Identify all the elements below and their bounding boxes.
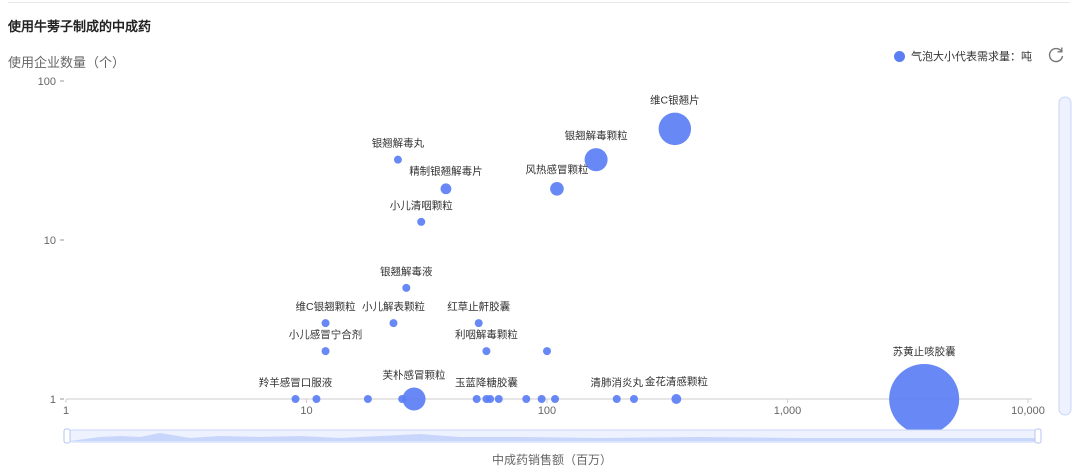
bubble-point[interactable] — [402, 283, 411, 292]
bubble-point[interactable] — [543, 347, 551, 356]
x-tick-label: 1,000 — [774, 405, 802, 417]
bubble-point[interactable] — [440, 183, 452, 195]
bubble-point[interactable] — [671, 394, 682, 404]
x-tick-label: 10,000 — [1011, 405, 1045, 417]
bubble-point[interactable] — [522, 395, 531, 403]
bubble-point[interactable] — [494, 395, 503, 403]
point-label: 风热感冒颗粒 — [525, 163, 588, 176]
point-label: 玉蓝降糖胶囊 — [455, 376, 518, 389]
point-label: 红草止鼾胶囊 — [447, 300, 510, 313]
bubble-point[interactable] — [402, 387, 426, 411]
x-zoom-handle-right[interactable] — [1034, 428, 1042, 444]
bubble-point[interactable] — [474, 319, 483, 328]
point-label: 银翘解毒液 — [380, 265, 433, 278]
top-divider — [8, 2, 1070, 3]
bubble-point[interactable] — [486, 395, 495, 403]
y-zoom-slider[interactable] — [1058, 96, 1072, 416]
point-label: 小儿清咽颗粒 — [390, 199, 453, 212]
bubble-point[interactable] — [321, 347, 330, 356]
point-label: 维C银翘片 — [650, 94, 700, 107]
legend-bubble-icon — [894, 50, 905, 62]
bubble-point[interactable] — [889, 363, 960, 435]
y-tick-label: 100 — [38, 76, 56, 88]
bubbles — [291, 112, 960, 435]
x-zoom-handle-left[interactable] — [63, 428, 71, 444]
point-label: 羚羊感冒口服液 — [259, 376, 333, 389]
point-label: 银翘解毒丸 — [372, 137, 425, 150]
bubble-point[interactable] — [658, 112, 692, 146]
x-tick-label: 10 — [300, 405, 312, 417]
point-label: 银翘解毒颗粒 — [565, 129, 628, 142]
bubble-point[interactable] — [612, 395, 621, 403]
refresh-icon[interactable] — [1046, 45, 1066, 65]
bubble-point[interactable] — [321, 319, 330, 328]
bubble-point[interactable] — [550, 181, 564, 196]
bubble-point[interactable] — [551, 395, 560, 403]
x-zoom-slider[interactable] — [63, 428, 1042, 444]
bubble-point[interactable] — [417, 217, 426, 226]
y-tick-label: 1 — [50, 394, 56, 406]
bubble-point[interactable] — [389, 319, 398, 328]
bubble-point[interactable] — [584, 148, 608, 172]
point-label: 精制银翘解毒片 — [409, 164, 483, 177]
bubble-point[interactable] — [312, 395, 321, 403]
bubble-point[interactable] — [393, 155, 402, 164]
legend-text: 气泡大小代表需求量：吨 — [911, 51, 1032, 63]
bubble-point[interactable] — [629, 395, 638, 403]
bubble-point[interactable] — [472, 395, 481, 403]
x-tick-label: 1 — [63, 405, 69, 417]
point-label: 清肺消炎丸 — [591, 376, 644, 389]
y-tick-label: 10 — [44, 235, 56, 247]
point-label: 苏黄止咳胶囊 — [893, 345, 956, 358]
bubble-point[interactable] — [363, 395, 372, 403]
legend[interactable]: 气泡大小代表需求量：吨 — [894, 48, 1032, 64]
bubble-point[interactable] — [482, 347, 491, 356]
x-tick-label: 100 — [538, 405, 556, 417]
bubble-point[interactable] — [537, 395, 546, 403]
point-label: 利咽解毒颗粒 — [455, 328, 518, 341]
point-label: 金花清感颗粒 — [645, 375, 708, 388]
chart-title: 使用牛蒡子制成的中成药 — [8, 19, 152, 34]
point-label: 小儿解表颗粒 — [362, 300, 425, 313]
point-label: 维C银翘颗粒 — [295, 300, 356, 313]
axes: 1 10 100 1,000 10,000 1 10 100 — [38, 75, 1045, 417]
point-label: 小儿感冒宁合剂 — [289, 328, 363, 341]
point-label: 芙朴感冒颗粒 — [383, 368, 446, 381]
y-axis-title: 使用企业数量（个） — [8, 55, 126, 70]
bubble-point[interactable] — [291, 395, 300, 403]
x-axis-title: 中成药销售额（百万） — [492, 453, 613, 467]
